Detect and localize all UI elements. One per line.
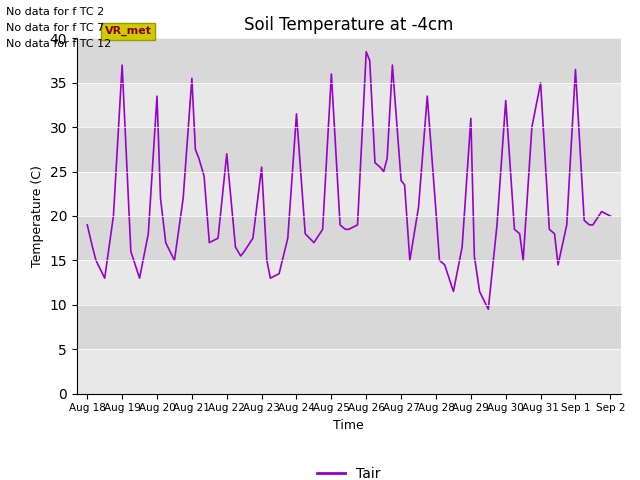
Bar xyxy=(77,349,621,394)
Bar xyxy=(77,171,621,216)
Bar xyxy=(77,305,621,349)
Y-axis label: Temperature (C): Temperature (C) xyxy=(31,165,44,267)
Bar xyxy=(77,38,621,83)
Text: VR_met: VR_met xyxy=(105,26,152,36)
Bar xyxy=(77,260,621,305)
Bar xyxy=(77,127,621,171)
Bar xyxy=(77,83,621,127)
Bar xyxy=(77,216,621,260)
Legend: Tair: Tair xyxy=(312,461,386,480)
Title: Soil Temperature at -4cm: Soil Temperature at -4cm xyxy=(244,16,454,34)
Text: No data for f TC 2: No data for f TC 2 xyxy=(6,7,105,17)
Text: No data for f TC 7: No data for f TC 7 xyxy=(6,23,105,33)
X-axis label: Time: Time xyxy=(333,419,364,432)
Text: No data for f TC 12: No data for f TC 12 xyxy=(6,39,111,49)
